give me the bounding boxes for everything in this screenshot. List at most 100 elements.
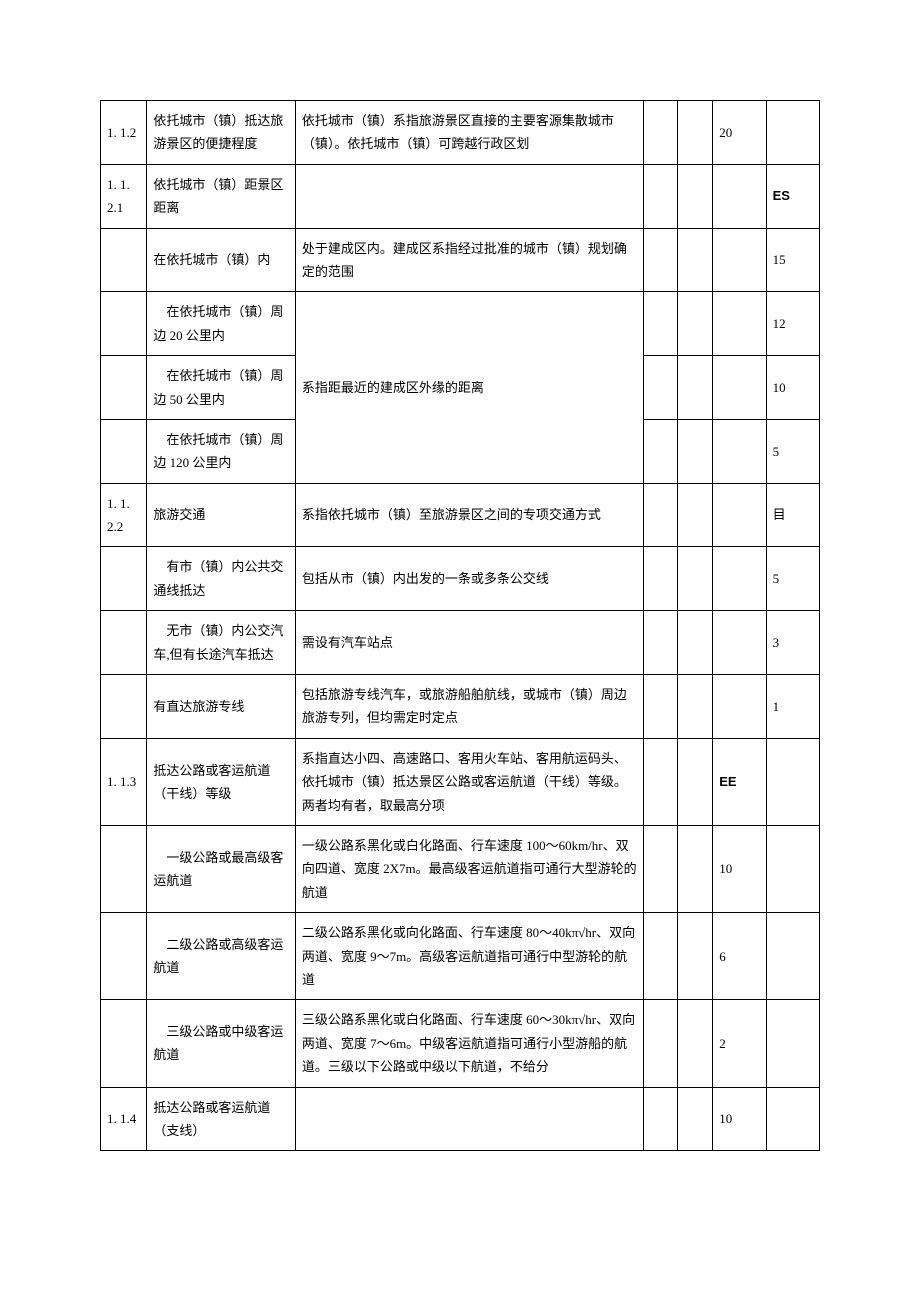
row-id [101, 675, 147, 739]
row-score-1 [713, 419, 766, 483]
row-score-2 [766, 1000, 819, 1087]
table-row: 有市（镇）内公共交通线抵达包括从市（镇）内出发的一条或多条公交线5 [101, 547, 820, 611]
row-empty [643, 356, 678, 420]
row-empty [678, 228, 713, 292]
row-id: 1. 1.4 [101, 1087, 147, 1151]
row-empty [678, 1087, 713, 1151]
row-id [101, 419, 147, 483]
row-empty [678, 913, 713, 1000]
row-item: 依托城市（镇）距景区距离 [147, 164, 295, 228]
row-empty [678, 1000, 713, 1087]
row-item: 在依托城市（镇）内 [147, 228, 295, 292]
row-desc: 系指直达小四、高速路口、客用火车站、客用航运码头、依托城市（镇）抵达景区公路或客… [295, 738, 643, 825]
row-desc: 依托城市（镇）系指旅游景区直接的主要客源集散城市（镇）。依托城市（镇）可跨越行政… [295, 101, 643, 165]
row-score-1 [713, 611, 766, 675]
row-empty [678, 738, 713, 825]
row-score-1: EE [713, 738, 766, 825]
row-id: 1. 1.3 [101, 738, 147, 825]
row-empty [678, 356, 713, 420]
table-row: 1. 1.2依托城市（镇）抵达旅游景区的便捷程度依托城市（镇）系指旅游景区直接的… [101, 101, 820, 165]
row-empty [678, 483, 713, 547]
row-desc: 三级公路系黑化或白化路面、行车速度 60～30kπ√hr、双向两道、宽度 7～6… [295, 1000, 643, 1087]
row-score-2 [766, 825, 819, 912]
row-desc: 二级公路系黑化或向化路面、行车速度 80～40kπ√hr、双向两道、宽度 9～7… [295, 913, 643, 1000]
row-score-2: 10 [766, 356, 819, 420]
row-id [101, 547, 147, 611]
table-row: 1. 1.4抵达公路或客运航道（支线）10 [101, 1087, 820, 1151]
row-id: 1. 1. 2.2 [101, 483, 147, 547]
table-row: 一级公路或最高级客运航道一级公路系黑化或白化路面、行车速度 100～60km/h… [101, 825, 820, 912]
row-id [101, 1000, 147, 1087]
row-desc [295, 164, 643, 228]
row-desc [295, 1087, 643, 1151]
row-empty [643, 738, 678, 825]
row-item: 有直达旅游专线 [147, 675, 295, 739]
row-score-2: ES [766, 164, 819, 228]
table-row: 无市（镇）内公交汽车,但有长途汽车抵达需设有汽车站点 3 [101, 611, 820, 675]
row-score-1: 2 [713, 1000, 766, 1087]
row-item: 一级公路或最高级客运航道 [147, 825, 295, 912]
row-item: 旅游交通 [147, 483, 295, 547]
row-score-1 [713, 228, 766, 292]
row-id [101, 825, 147, 912]
row-item: 在依托城市（镇）周边 20 公里内 [147, 292, 295, 356]
row-desc: 系指距最近的建成区外缘的距离 [295, 292, 643, 483]
row-empty [643, 228, 678, 292]
row-empty [643, 164, 678, 228]
row-empty [643, 483, 678, 547]
row-id [101, 356, 147, 420]
row-desc: 处于建成区内。建成区系指经过批准的城市（镇）规划确定的范围 [295, 228, 643, 292]
table-row: 1. 1. 2.1依托城市（镇）距景区距离 ES [101, 164, 820, 228]
row-empty [678, 611, 713, 675]
row-id [101, 292, 147, 356]
row-score-2 [766, 1087, 819, 1151]
table-row: 有直达旅游专线包括旅游专线汽车，或旅游船舶航线，或城市（镇）周边旅游专列，但均需… [101, 675, 820, 739]
row-empty [678, 419, 713, 483]
row-empty [643, 419, 678, 483]
table-row: 1. 1. 2.2旅游交通系指依托城市（镇）至旅游景区之间的专项交通方式目 [101, 483, 820, 547]
row-empty [643, 825, 678, 912]
table-row: 三级公路或中级客运航道三级公路系黑化或白化路面、行车速度 60～30kπ√hr、… [101, 1000, 820, 1087]
row-item: 在依托城市（镇）周边 120 公里内 [147, 419, 295, 483]
row-score-1 [713, 164, 766, 228]
row-empty [643, 611, 678, 675]
row-id [101, 913, 147, 1000]
row-empty [643, 913, 678, 1000]
row-empty [678, 292, 713, 356]
row-score-2: 5 [766, 419, 819, 483]
row-empty [678, 547, 713, 611]
row-item: 依托城市（镇）抵达旅游景区的便捷程度 [147, 101, 295, 165]
row-score-2: 5 [766, 547, 819, 611]
row-desc: 一级公路系黑化或白化路面、行车速度 100～60km/hr、双向四道、宽度 2X… [295, 825, 643, 912]
row-score-1 [713, 356, 766, 420]
row-score-1: 6 [713, 913, 766, 1000]
row-empty [678, 164, 713, 228]
row-item: 三级公路或中级客运航道 [147, 1000, 295, 1087]
row-score-1 [713, 675, 766, 739]
row-score-1 [713, 547, 766, 611]
row-score-1: 10 [713, 1087, 766, 1151]
row-score-2 [766, 913, 819, 1000]
row-empty [643, 547, 678, 611]
row-desc: 需设有汽车站点 [295, 611, 643, 675]
row-id: 1. 1. 2.1 [101, 164, 147, 228]
row-score-1 [713, 483, 766, 547]
scoring-table: 1. 1.2依托城市（镇）抵达旅游景区的便捷程度依托城市（镇）系指旅游景区直接的… [100, 100, 820, 1151]
row-empty [678, 675, 713, 739]
document-page: 1. 1.2依托城市（镇）抵达旅游景区的便捷程度依托城市（镇）系指旅游景区直接的… [0, 0, 920, 1211]
row-empty [643, 675, 678, 739]
row-desc: 系指依托城市（镇）至旅游景区之间的专项交通方式 [295, 483, 643, 547]
table-row: 在依托城市（镇）内处于建成区内。建成区系指经过批准的城市（镇）规划确定的范围 15 [101, 228, 820, 292]
row-id [101, 611, 147, 675]
row-score-1 [713, 292, 766, 356]
row-score-1: 10 [713, 825, 766, 912]
row-score-2: 12 [766, 292, 819, 356]
row-item: 无市（镇）内公交汽车,但有长途汽车抵达 [147, 611, 295, 675]
row-score-2: 15 [766, 228, 819, 292]
table-row: 1. 1.3抵达公路或客运航道（干线）等级系指直达小四、高速路口、客用火车站、客… [101, 738, 820, 825]
row-empty [643, 1087, 678, 1151]
row-id [101, 228, 147, 292]
row-score-2: 3 [766, 611, 819, 675]
row-empty [643, 292, 678, 356]
table-row: 二级公路或高级客运航道二级公路系黑化或向化路面、行车速度 80～40kπ√hr、… [101, 913, 820, 1000]
